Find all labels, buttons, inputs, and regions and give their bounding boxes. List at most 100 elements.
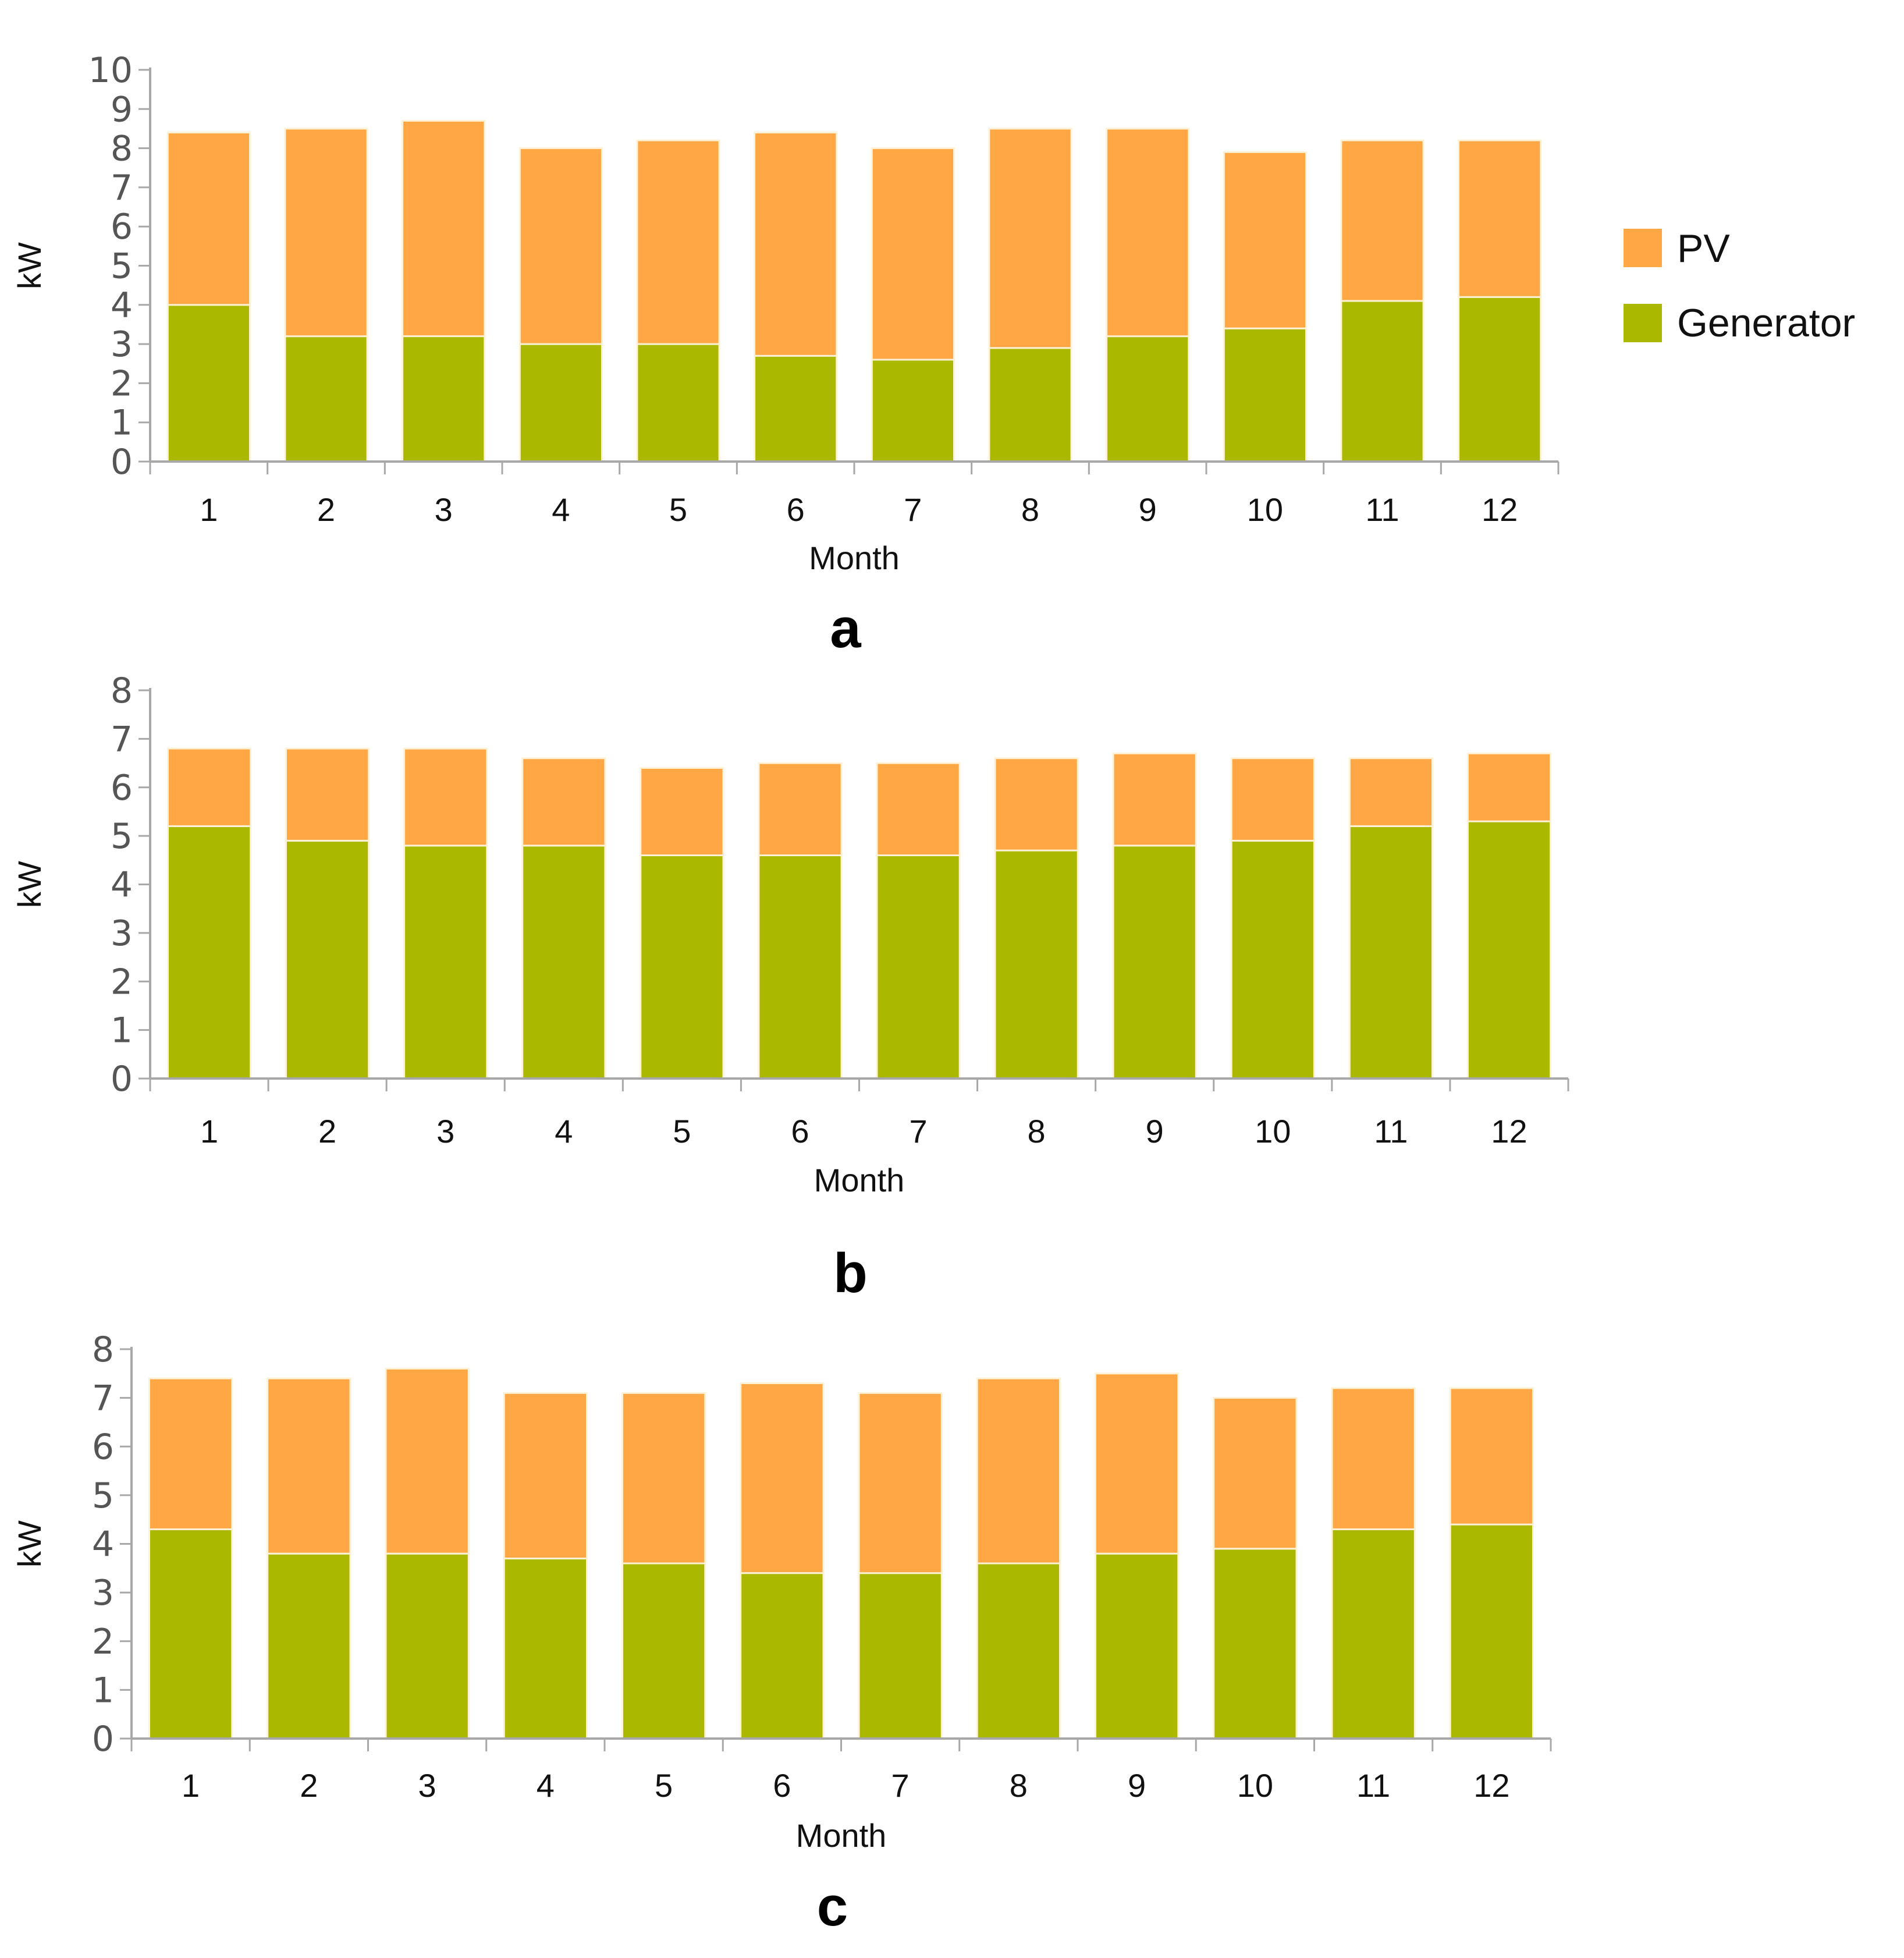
chart-c-bar-generator-2 bbox=[267, 1552, 351, 1740]
chart-b-x-tick-label-10: 10 bbox=[1255, 1113, 1291, 1150]
chart-c-y-tick-label-0: 0 bbox=[92, 1719, 114, 1760]
legend: PV Generator bbox=[1624, 226, 1855, 345]
chart-c-bar-generator-7 bbox=[858, 1572, 943, 1740]
chart-a-y-tick-label-3: 3 bbox=[111, 324, 133, 365]
chart-c-bar-generator-12 bbox=[1449, 1523, 1534, 1740]
chart-b-bar-pv-2 bbox=[285, 747, 370, 842]
chart-c-bar-generator-1 bbox=[148, 1528, 233, 1740]
chart-a-bar-generator-12 bbox=[1458, 296, 1542, 463]
chart-b-bar-pv-10 bbox=[1230, 757, 1315, 842]
chart-b-bar-generator-9 bbox=[1112, 845, 1197, 1080]
chart-b-bar-generator-2 bbox=[285, 840, 370, 1080]
chart-c-y-tick-label-7: 7 bbox=[92, 1378, 114, 1419]
chart-b-y-tick-label-7: 7 bbox=[111, 719, 133, 760]
chart-a-bar-pv-3 bbox=[402, 120, 486, 338]
chart-b-x-tick-label-4: 4 bbox=[555, 1113, 573, 1150]
chart-b-y-tick-label-0: 0 bbox=[111, 1059, 133, 1099]
chart-c-x-tick-label-5: 5 bbox=[655, 1767, 673, 1804]
legend-swatch-pv bbox=[1624, 229, 1662, 267]
chart-c-bar-pv-11 bbox=[1331, 1387, 1416, 1530]
chart-b-bar-pv-3 bbox=[403, 747, 488, 847]
chart-c-bar-pv-3 bbox=[385, 1367, 470, 1555]
chart-b-y-tick-label-4: 4 bbox=[111, 865, 133, 906]
chart-a-bar-generator-1 bbox=[166, 304, 251, 463]
chart-b-x-tick-label-3: 3 bbox=[436, 1113, 454, 1150]
chart-a-y-tick-label-4: 4 bbox=[111, 285, 133, 326]
chart-a-bar-generator-7 bbox=[871, 359, 955, 463]
chart-a-y-tick-label-0: 0 bbox=[111, 442, 133, 483]
chart-b-x-tick-label-7: 7 bbox=[909, 1113, 927, 1150]
chart-c-bar-generator-3 bbox=[385, 1552, 470, 1740]
chart-b-bar-generator-12 bbox=[1466, 820, 1552, 1080]
chart-c-bar-generator-10 bbox=[1213, 1548, 1298, 1740]
chart-c-x-tick-label-12: 12 bbox=[1473, 1767, 1509, 1804]
chart-b-y-tick-label-6: 6 bbox=[111, 768, 133, 808]
chart-b-bar-generator-7 bbox=[876, 854, 961, 1080]
chart-a-bar-generator-11 bbox=[1340, 300, 1425, 463]
legend-label-generator: Generator bbox=[1677, 301, 1855, 345]
chart-c-y-tick-label-4: 4 bbox=[92, 1524, 114, 1565]
chart-c-y-tick-label-3: 3 bbox=[92, 1573, 114, 1613]
chart-c-x-tick-label-6: 6 bbox=[773, 1767, 791, 1804]
chart-c-bar-generator-6 bbox=[740, 1572, 825, 1740]
chart-a-bar-pv-6 bbox=[754, 132, 838, 357]
chart-c-y-tick-label-6: 6 bbox=[92, 1427, 114, 1467]
chart-a-bar-pv-7 bbox=[871, 147, 955, 361]
chart-a-x-tick-label-12: 12 bbox=[1482, 491, 1518, 528]
chart-b-y-tick-label-5: 5 bbox=[111, 816, 133, 857]
chart-b-x-tick-label-6: 6 bbox=[791, 1113, 809, 1150]
chart-b-y-tick-label-8: 8 bbox=[111, 671, 133, 711]
chart-c-bar-pv-10 bbox=[1213, 1397, 1298, 1550]
chart-b-x-tick-label-2: 2 bbox=[318, 1113, 336, 1150]
chart-b-bar-generator-6 bbox=[758, 854, 843, 1080]
chart-a-x-tick-label-11: 11 bbox=[1365, 491, 1399, 528]
chart-b-bar-generator-4 bbox=[521, 845, 606, 1080]
legend-swatch-generator bbox=[1624, 304, 1662, 342]
chart-c-bar-pv-12 bbox=[1449, 1387, 1534, 1526]
chart-a-y-tick-label-1: 1 bbox=[111, 403, 133, 444]
chart-a-x-tick-label-6: 6 bbox=[787, 491, 805, 528]
chart-a-bar-pv-11 bbox=[1340, 139, 1425, 302]
chart-b-y-axis-title: kW bbox=[11, 861, 48, 908]
chart-a-x-tick-label-1: 1 bbox=[200, 491, 218, 528]
chart-a-x-axis-title: Month bbox=[809, 540, 900, 576]
chart-b-bar-generator-3 bbox=[403, 845, 488, 1080]
chart-b-bar-pv-8 bbox=[994, 757, 1079, 852]
chart-c-bar-pv-9 bbox=[1095, 1372, 1180, 1555]
chart-b-bar-pv-12 bbox=[1466, 752, 1552, 822]
chart-b-bar-pv-7 bbox=[876, 762, 961, 856]
chart-a-bar-pv-2 bbox=[284, 127, 368, 338]
chart-b-x-tick-label-5: 5 bbox=[673, 1113, 691, 1150]
chart-b-y-tick-label-3: 3 bbox=[111, 913, 133, 954]
chart-c-y-tick-label-1: 1 bbox=[92, 1670, 114, 1711]
chart-b-x-axis-title: Month bbox=[814, 1162, 905, 1198]
chart-b-x-tick-label-1: 1 bbox=[200, 1113, 218, 1150]
chart-a-bar-pv-10 bbox=[1223, 151, 1308, 329]
chart-c-panel-label: c bbox=[817, 1875, 848, 1938]
chart-c-y-tick-label-2: 2 bbox=[92, 1622, 114, 1662]
chart-c-bar-generator-11 bbox=[1331, 1528, 1416, 1740]
chart-c-y-tick-label-5: 5 bbox=[92, 1475, 114, 1516]
chart-a-bar-generator-3 bbox=[402, 335, 486, 463]
chart-a-bar-generator-10 bbox=[1223, 327, 1308, 463]
chart-b-x-tick-label-12: 12 bbox=[1491, 1113, 1527, 1150]
chart-c-bar-pv-7 bbox=[858, 1392, 943, 1574]
chart-a-x-tick-label-3: 3 bbox=[435, 491, 453, 528]
chart-b-bar-pv-11 bbox=[1348, 757, 1434, 827]
chart-b-x-tick-label-8: 8 bbox=[1028, 1113, 1046, 1150]
chart-b-bar-pv-1 bbox=[167, 747, 252, 827]
chart-a-bar-generator-8 bbox=[988, 347, 1072, 463]
chart-a-bar-generator-5 bbox=[636, 343, 720, 463]
chart-b-bar-generator-5 bbox=[640, 854, 724, 1080]
chart-a-y-tick-label-7: 7 bbox=[111, 168, 133, 208]
chart-c-x-tick-label-11: 11 bbox=[1356, 1767, 1390, 1804]
chart-b-bar-generator-1 bbox=[167, 825, 252, 1080]
chart-c-x-tick-label-8: 8 bbox=[1010, 1767, 1028, 1804]
chart-c-bar-generator-9 bbox=[1095, 1552, 1180, 1740]
chart-c-x-tick-label-4: 4 bbox=[537, 1767, 555, 1804]
chart-a-y-tick-label-9: 9 bbox=[111, 89, 133, 130]
chart-b-bar-generator-8 bbox=[994, 849, 1079, 1080]
chart-a-y-axis-title: kW bbox=[11, 242, 48, 289]
